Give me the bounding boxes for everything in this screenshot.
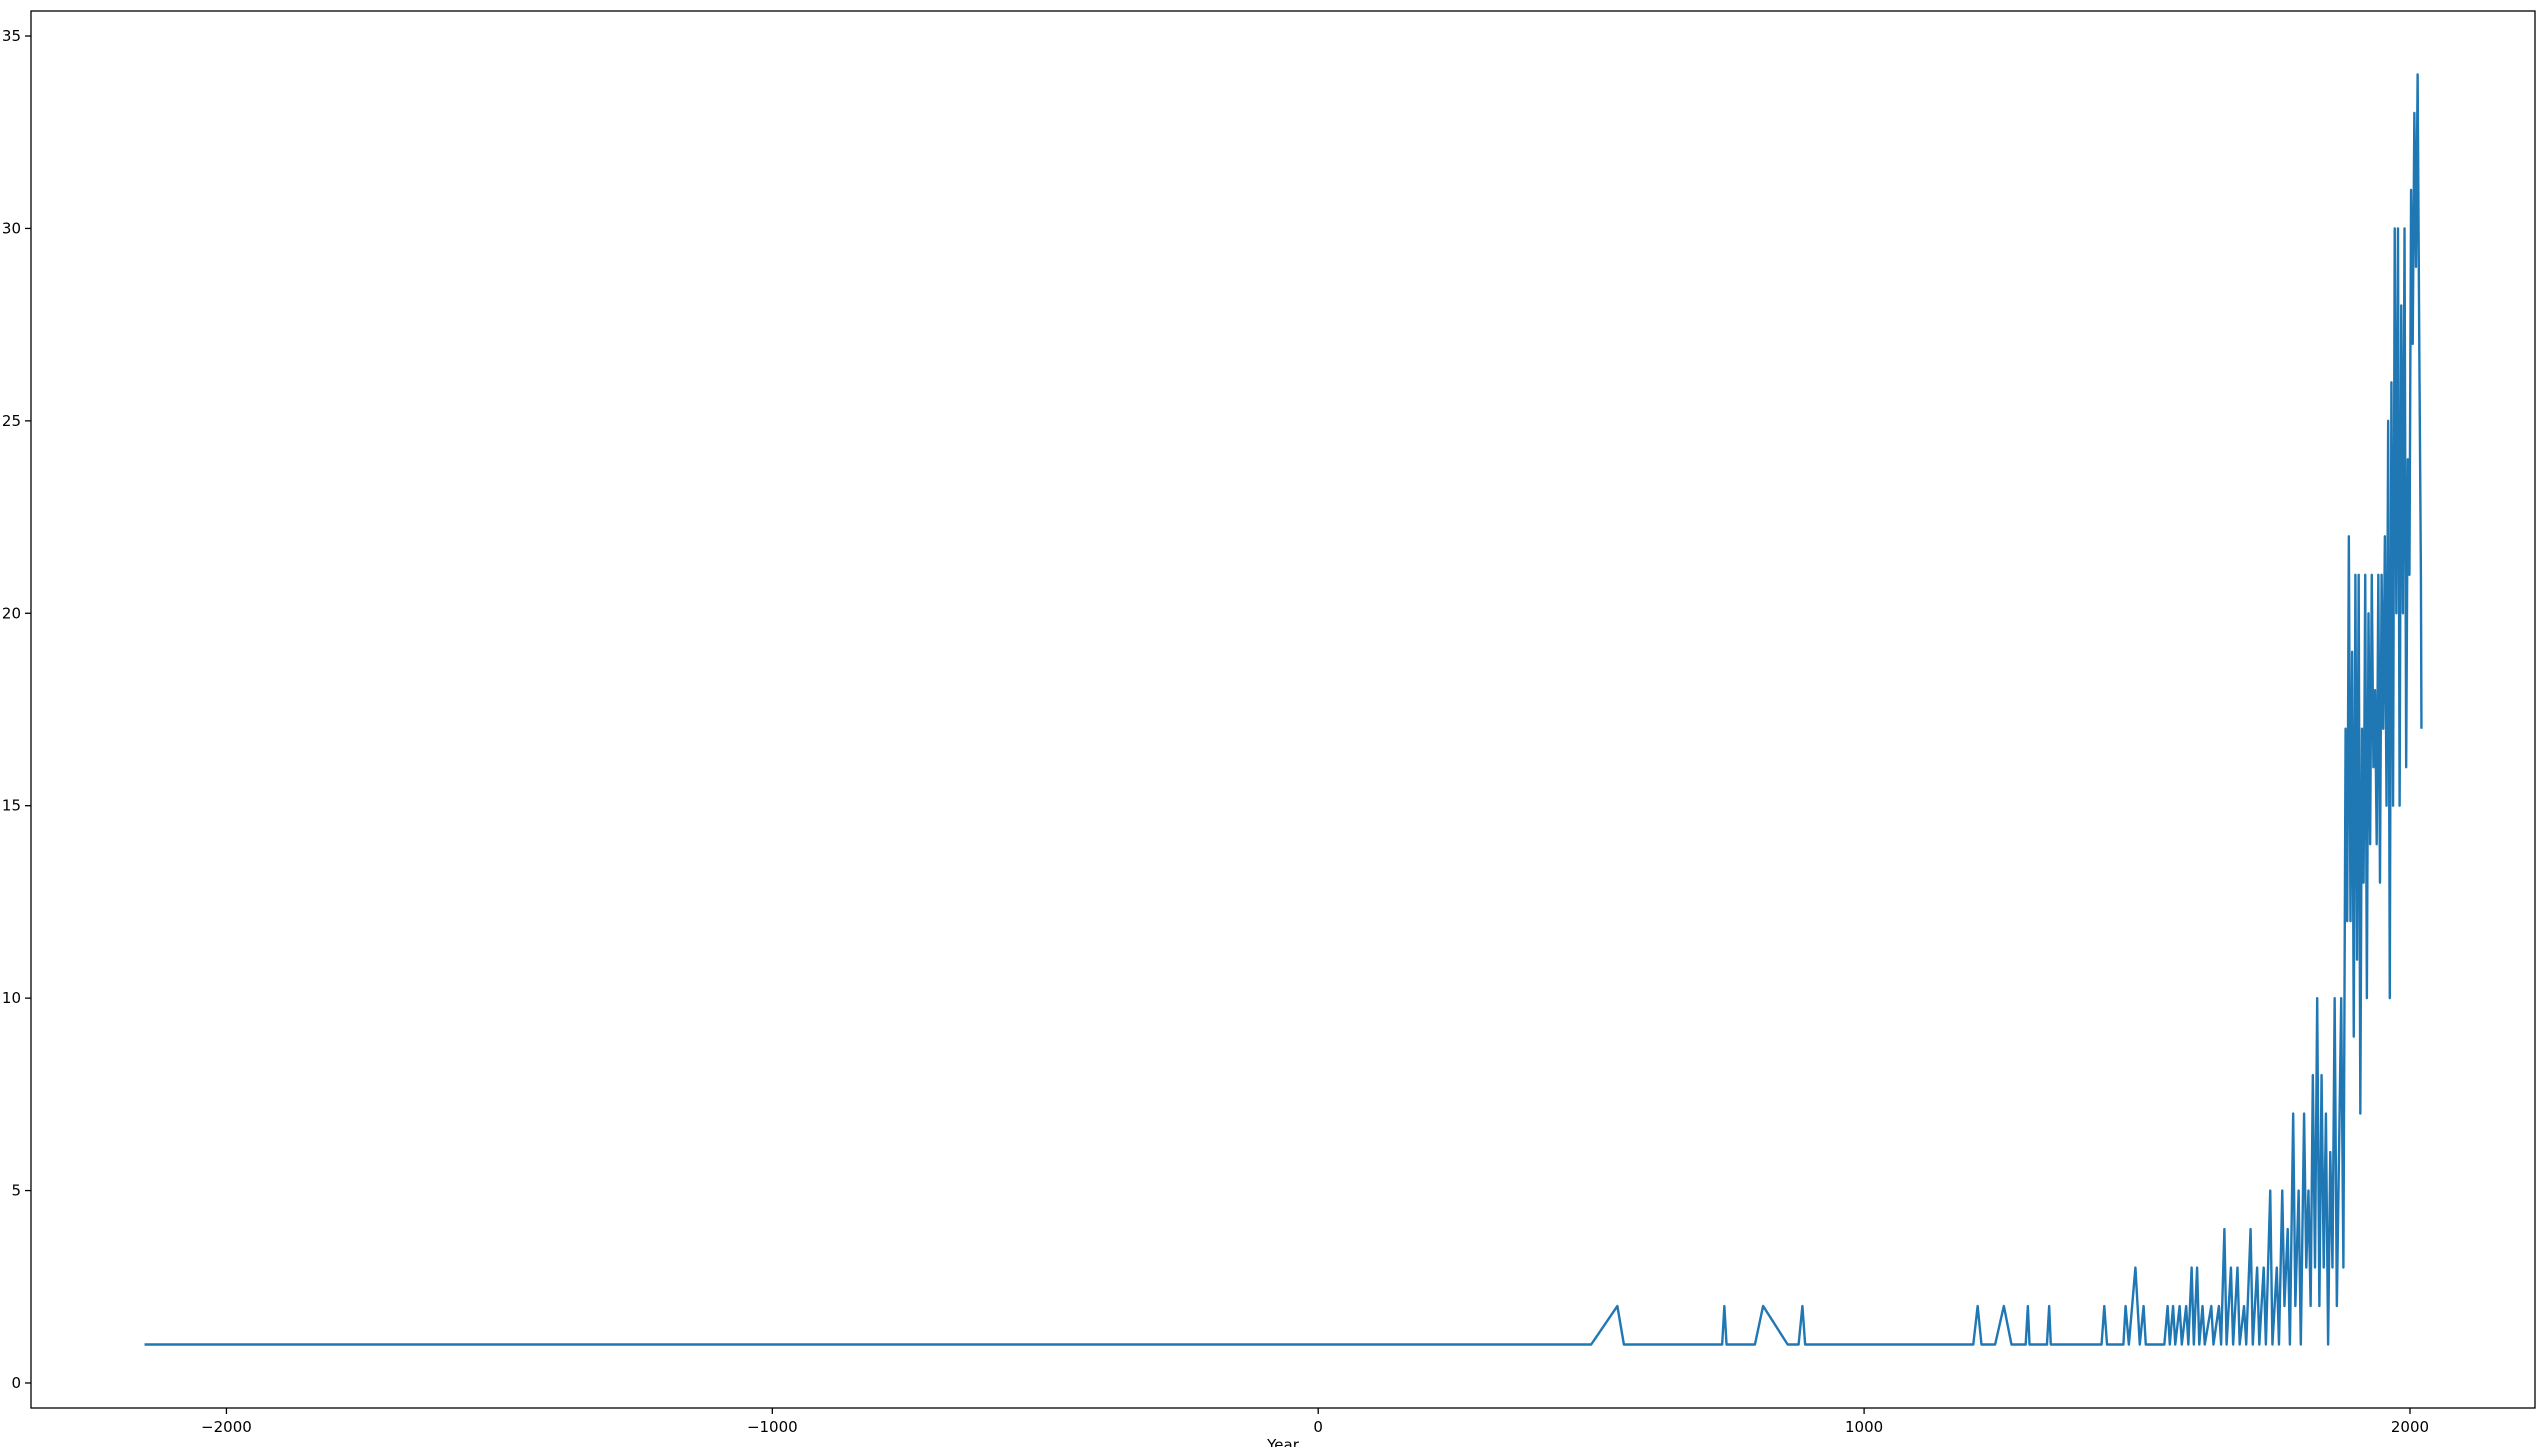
y-tick-label: 15 <box>2 797 21 815</box>
x-tick-label: 2000 <box>2391 1418 2429 1436</box>
y-tick-label: 30 <box>2 219 21 237</box>
y-tick-label: 20 <box>2 604 21 622</box>
plot-frame <box>30 10 2536 1409</box>
x-axis-label: Year <box>1266 1436 1300 1447</box>
y-tick-label: 0 <box>11 1374 21 1392</box>
y-tick-label: 25 <box>2 412 21 430</box>
y-tick-label: 5 <box>11 1182 21 1200</box>
y-tick-label: 10 <box>2 989 21 1007</box>
x-tick-label: 1000 <box>1845 1418 1883 1436</box>
x-tick-label: −1000 <box>747 1418 798 1436</box>
data-line <box>144 73 2423 1346</box>
x-tick-label: 0 <box>1313 1418 1323 1436</box>
y-tick-label: 35 <box>2 27 21 45</box>
x-tick-label: −2000 <box>201 1418 252 1436</box>
